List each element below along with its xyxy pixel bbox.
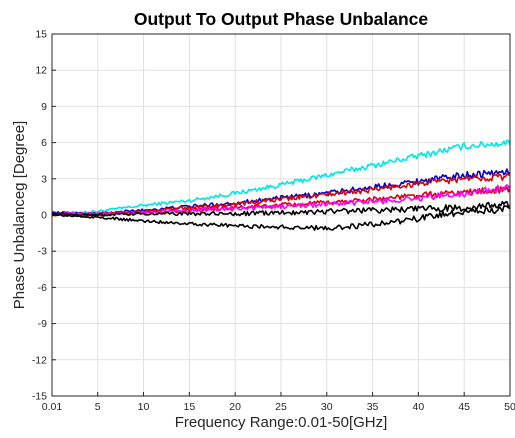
x-tick-label: 5	[95, 401, 101, 413]
x-tick-label: 30	[321, 401, 333, 413]
x-tick-label: 10	[138, 401, 150, 413]
y-tick-label: -9	[38, 318, 47, 330]
plot-frame	[51, 33, 511, 397]
y-tick-label: 0	[41, 210, 47, 222]
series-line	[51, 200, 511, 217]
x-tick-label: 40	[413, 401, 425, 413]
x-tick-label: 35	[367, 401, 379, 413]
x-tick-label: 45	[458, 401, 470, 413]
series-line	[51, 173, 511, 216]
x-axis-label: Frequency Range:0.01-50[GHz]	[175, 414, 388, 431]
x-tick-labels: 0.01 5 10 15 20 25 30 35 40 45 50	[42, 401, 515, 413]
y-tick-label: -3	[38, 246, 47, 258]
x-tick-label: 0.01	[42, 401, 63, 413]
y-tick-label: -6	[38, 282, 47, 294]
x-tick-label: 25	[275, 401, 287, 413]
y-tick-label: 12	[35, 65, 47, 77]
x-tick-label: 20	[229, 401, 241, 413]
y-tick-label: 6	[41, 137, 47, 149]
y-axis-label: Phase Unbalanceg [Degree]	[11, 121, 28, 309]
series-line	[51, 184, 511, 216]
y-tick-labels: -15 -12 -9 -6 -3 0 3 6 9 12 15	[32, 29, 47, 403]
series-line	[51, 205, 511, 231]
y-tick-label: 15	[35, 29, 47, 41]
y-tick-label: -15	[32, 391, 47, 403]
series-line	[51, 139, 511, 216]
series-layer	[51, 139, 511, 231]
chart-title: Output To Output Phase Unbalance	[134, 9, 429, 29]
x-tick-label: 15	[183, 401, 195, 413]
y-tick-label: -12	[32, 354, 47, 366]
x-tick-label: 50	[504, 401, 515, 413]
y-tick-label: 3	[41, 173, 47, 185]
series-line	[51, 168, 511, 216]
y-tick-label: 9	[41, 101, 47, 113]
